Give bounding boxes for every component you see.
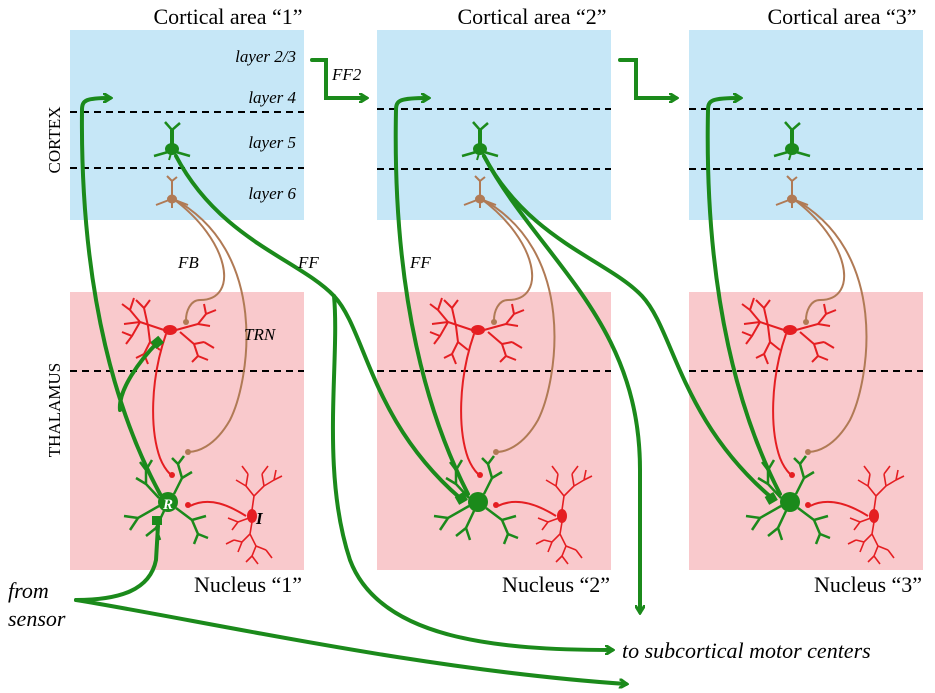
nucleus-title-3: Nucleus “3” — [814, 572, 922, 597]
cortex-title-1: Cortical area “1” — [153, 4, 302, 29]
motor-centers-label: to subcortical motor centers — [622, 638, 871, 663]
ff2-label: FF2 — [331, 65, 362, 84]
layer6-label: layer 6 — [248, 184, 296, 203]
trn-label: TRN — [244, 325, 277, 344]
feedforward-axons — [74, 58, 782, 684]
layer4-label: layer 4 — [248, 88, 296, 107]
cortex-title-2: Cortical area “2” — [457, 4, 606, 29]
nucleus-title-1: Nucleus “1” — [194, 572, 302, 597]
from-sensor-line1: from — [8, 578, 49, 603]
layer23-label: layer 2/3 — [235, 47, 296, 66]
green-terminals — [150, 335, 778, 525]
from-sensor-line2: sensor — [8, 606, 66, 631]
layer5-label: layer 5 — [248, 133, 296, 152]
inhibitory-terminals — [169, 472, 811, 508]
feedback-terminals — [183, 319, 811, 455]
feedback-axons — [171, 197, 868, 453]
thalamus-side-label: THALAMUS — [45, 363, 64, 457]
cortex-title-3: Cortical area “3” — [767, 4, 916, 29]
inhibitory-axons — [152, 333, 869, 517]
interneuron-label: I — [255, 509, 264, 528]
relay-cell-label: R — [162, 497, 173, 513]
cortex-panel-2 — [377, 30, 611, 220]
ff-label-2: FF — [409, 253, 431, 272]
layer-boundaries — [70, 108, 923, 372]
cortex-panel-1 — [70, 30, 304, 220]
fb-label: FB — [177, 253, 199, 272]
cortex-side-label: CORTEX — [45, 107, 64, 174]
cortex-panel-3 — [689, 30, 923, 220]
nucleus-title-2: Nucleus “2” — [502, 572, 610, 597]
ff-label-1: FF — [297, 253, 319, 272]
